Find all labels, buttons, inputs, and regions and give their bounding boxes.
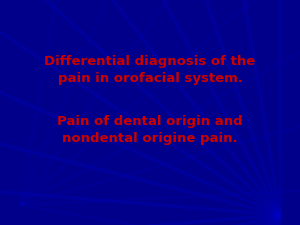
Text: Differential diagnosis of the
pain in orofacial system.: Differential diagnosis of the pain in or… (44, 55, 256, 85)
Text: Pain of dental origin and
nondental origine pain.: Pain of dental origin and nondental orig… (57, 115, 243, 145)
